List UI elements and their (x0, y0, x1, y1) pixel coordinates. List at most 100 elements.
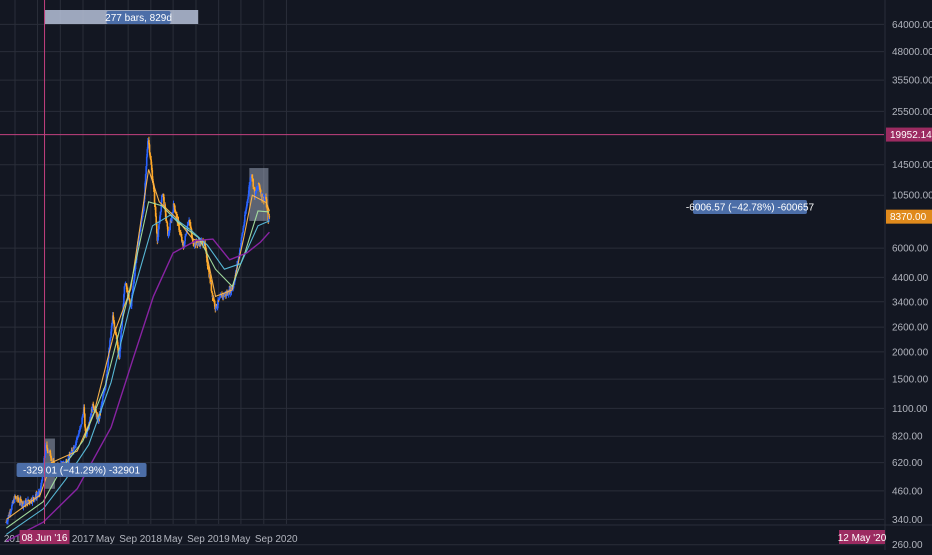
candle-body (247, 196, 249, 200)
candle-body (8, 512, 11, 516)
y-tick-label: 10500.00 (892, 191, 932, 202)
candle (80, 423, 83, 427)
candle-body (34, 497, 37, 499)
candle (27, 499, 30, 503)
x-tick-label: 2018 (140, 534, 163, 545)
candle-body (100, 403, 103, 407)
candle-body (138, 232, 141, 238)
candle-body (21, 504, 23, 506)
candle-body (139, 231, 141, 233)
candle-body (123, 294, 125, 305)
candle (215, 303, 218, 309)
candle-body (27, 499, 30, 502)
candle-body (9, 511, 12, 514)
candle-body (218, 297, 221, 299)
candle-body (106, 370, 108, 375)
candle-body (120, 331, 122, 338)
candle-body (103, 391, 105, 396)
candle-body (6, 521, 9, 523)
candle-body (241, 234, 243, 238)
candle (15, 496, 18, 499)
candle-body (75, 439, 78, 442)
candle (74, 445, 76, 450)
candle-body (171, 215, 173, 221)
candle-body (165, 217, 168, 221)
candle-body (220, 295, 222, 297)
candle-body (25, 501, 28, 505)
candle-body (189, 222, 192, 226)
candle (261, 193, 263, 203)
candle-body (202, 240, 204, 245)
candle-body (77, 433, 80, 437)
candle-body (76, 436, 78, 440)
candle-body (81, 417, 83, 424)
candle-body (89, 416, 92, 420)
candle-body (64, 461, 67, 464)
candle-body (173, 204, 176, 210)
candle (132, 282, 135, 293)
candle (113, 317, 115, 323)
candle-body (156, 232, 159, 241)
candle-body (123, 286, 126, 295)
candle (208, 267, 210, 279)
candle-body (241, 232, 244, 235)
candle-body (267, 212, 270, 221)
candle-body (155, 223, 158, 233)
candle-body (84, 414, 86, 427)
candle-body (258, 184, 261, 187)
candle-body (175, 213, 178, 215)
candle-body (180, 235, 183, 237)
candle-body (148, 140, 150, 145)
candle-body (133, 279, 135, 284)
candle (13, 494, 16, 504)
candle (209, 274, 212, 285)
candle-body (14, 496, 16, 497)
candle-body (161, 195, 164, 196)
candle-body (196, 240, 198, 244)
candle-body (160, 202, 163, 212)
candle-body (184, 236, 186, 242)
candle-body (10, 509, 13, 512)
candle-body (264, 197, 266, 199)
candle (207, 264, 209, 270)
candle (172, 200, 175, 213)
x-tick-label: May (96, 534, 115, 545)
candle-body (246, 199, 249, 202)
candle-body (159, 215, 161, 221)
candle-body (251, 174, 253, 179)
candle-body (251, 178, 254, 180)
candle (255, 186, 258, 194)
candle-body (134, 269, 136, 276)
candle (257, 182, 260, 191)
candle-body (128, 298, 131, 301)
y-tick-label: 14500.00 (892, 160, 932, 171)
candle-body (227, 294, 230, 296)
candle-body (125, 284, 128, 290)
candle-body (140, 221, 142, 227)
y-tick-label: 2600.00 (892, 323, 929, 334)
candle-body (257, 183, 260, 185)
candle-body (72, 447, 75, 452)
candle-body (110, 331, 112, 338)
candle (167, 230, 170, 239)
candle-body (108, 347, 111, 352)
candle (210, 279, 213, 293)
candle (49, 449, 52, 457)
x-tick-label: 2017 (72, 534, 95, 545)
candle-body (207, 265, 209, 270)
candle (107, 357, 110, 368)
candle (89, 413, 92, 421)
crosshair-date-badge (19, 530, 70, 544)
y-tick-label: 1500.00 (892, 375, 929, 386)
candle-body (37, 492, 40, 496)
candle-body (82, 414, 84, 416)
candle-body (32, 497, 35, 499)
candle-body (28, 500, 31, 503)
candle-body (19, 498, 22, 501)
measure-box-2 (249, 168, 269, 221)
candle-body (141, 217, 144, 219)
candle (184, 234, 187, 238)
